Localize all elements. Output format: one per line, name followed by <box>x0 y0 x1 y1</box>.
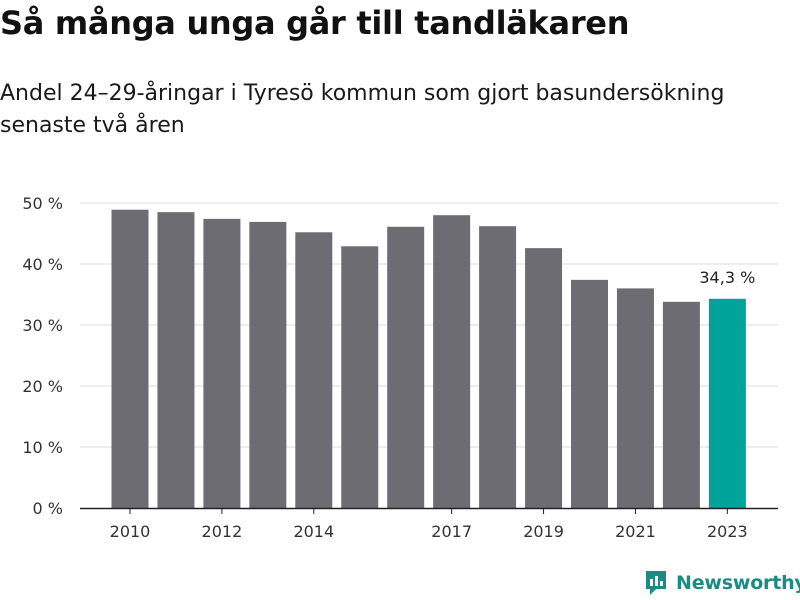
bar <box>479 226 517 508</box>
x-tick-label: 2014 <box>293 522 334 541</box>
bar <box>341 246 379 508</box>
y-tick-label: 30 % <box>22 316 63 335</box>
x-tick-label: 2019 <box>523 522 564 541</box>
x-tick-label: 2010 <box>110 522 151 541</box>
y-tick-label: 0 % <box>33 499 63 518</box>
x-tick-label: 2012 <box>202 522 243 541</box>
newsworthy-logo-icon <box>646 571 666 595</box>
bar <box>525 248 563 508</box>
bar <box>616 288 654 508</box>
x-tick-label: 2021 <box>615 522 656 541</box>
data-label-annotation: 34,3 % <box>699 268 755 287</box>
chart-subtitle: Andel 24–29-åringar i Tyresö kommun som … <box>0 81 725 138</box>
bar <box>571 279 608 508</box>
x-tick-label: 2023 <box>707 522 748 541</box>
bar <box>433 215 471 508</box>
bar <box>249 221 287 508</box>
y-tick-label: 10 % <box>22 438 63 457</box>
y-tick-label: 50 % <box>22 194 63 213</box>
bar <box>203 218 241 509</box>
y-tick-label: 40 % <box>22 255 63 274</box>
bar-highlight <box>708 298 746 508</box>
bar <box>157 212 195 508</box>
y-tick-label: 20 % <box>22 377 63 396</box>
bar <box>387 226 425 509</box>
x-tick-label: 2017 <box>431 522 472 541</box>
chart-title: Så många unga går till tandläkaren <box>0 4 630 42</box>
bar <box>662 301 700 508</box>
newsworthy-logo-text: Newsworthy <box>676 572 800 594</box>
bar <box>111 209 149 508</box>
bar <box>295 232 333 508</box>
newsworthy-logo: Newsworthy <box>644 568 800 598</box>
